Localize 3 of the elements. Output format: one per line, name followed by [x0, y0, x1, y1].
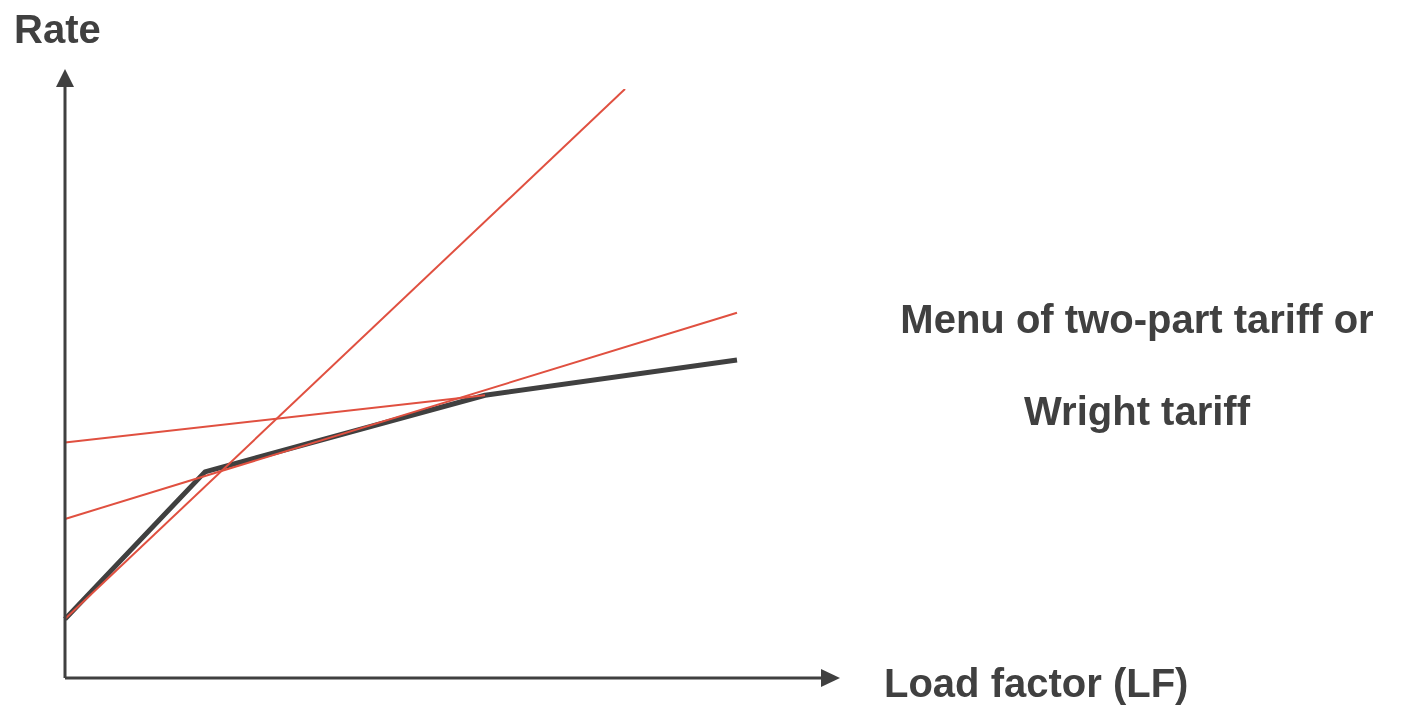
- x-axis-title: Load factor (LF): [884, 661, 1189, 706]
- text: Menu of two-part tariff or Wright tariff: [900, 297, 1374, 433]
- y-axis-title: Rate: [14, 7, 101, 52]
